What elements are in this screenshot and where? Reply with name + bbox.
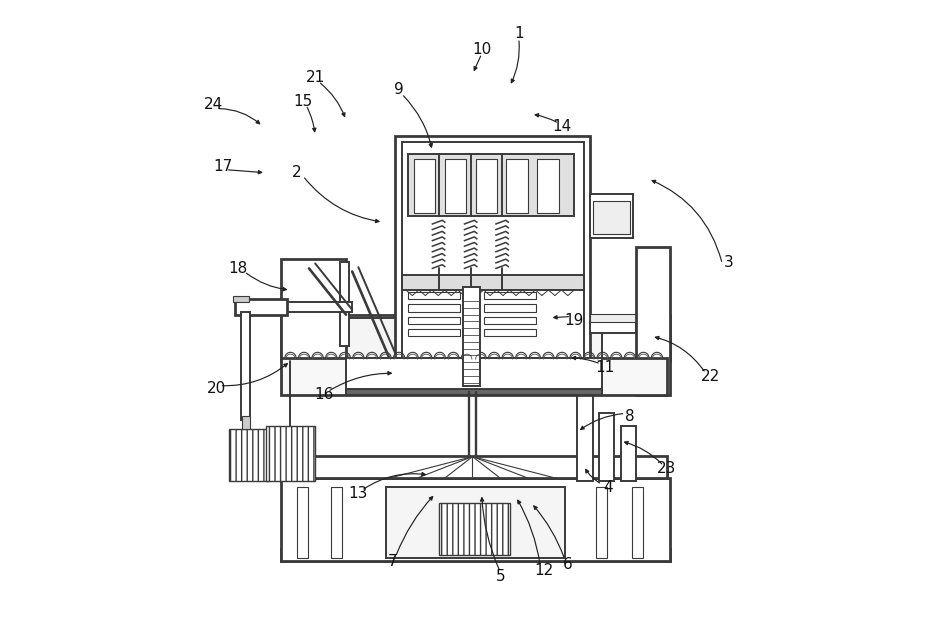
Bar: [483, 317, 535, 324]
Bar: [395, 136, 589, 392]
Bar: [281, 315, 669, 361]
Bar: [340, 262, 348, 346]
Text: 5: 5: [495, 569, 504, 584]
Bar: [346, 389, 601, 395]
Bar: [589, 314, 635, 322]
Bar: [483, 292, 535, 299]
Bar: [401, 142, 583, 386]
Bar: [589, 322, 635, 333]
Bar: [463, 287, 480, 386]
Bar: [407, 329, 460, 336]
Bar: [296, 487, 308, 558]
Bar: [228, 429, 269, 481]
Bar: [407, 154, 574, 216]
Text: 16: 16: [314, 387, 334, 402]
Bar: [265, 426, 315, 481]
Bar: [281, 358, 666, 395]
Bar: [242, 416, 250, 429]
Text: 23: 23: [656, 462, 676, 476]
Text: 4: 4: [603, 480, 613, 495]
Bar: [281, 478, 669, 561]
Bar: [346, 318, 601, 358]
Bar: [407, 317, 460, 324]
Bar: [302, 304, 346, 315]
Bar: [281, 456, 666, 478]
Text: 9: 9: [393, 82, 403, 97]
Text: 12: 12: [533, 563, 552, 578]
Bar: [309, 292, 343, 304]
Text: 17: 17: [212, 159, 232, 174]
Text: 13: 13: [348, 486, 367, 501]
Text: 10: 10: [472, 42, 491, 57]
Bar: [386, 487, 565, 558]
Text: 7: 7: [387, 554, 396, 569]
Text: 8: 8: [624, 409, 634, 424]
Bar: [413, 159, 435, 213]
Bar: [589, 194, 632, 238]
Bar: [438, 503, 509, 555]
Bar: [281, 259, 346, 361]
Bar: [445, 159, 465, 213]
Text: 18: 18: [228, 261, 247, 276]
Text: 21: 21: [305, 70, 325, 85]
Bar: [506, 159, 528, 213]
Bar: [233, 296, 248, 302]
Bar: [281, 302, 352, 312]
Text: 1: 1: [514, 27, 523, 41]
Text: 22: 22: [700, 369, 719, 384]
Bar: [475, 159, 497, 213]
Bar: [483, 329, 535, 336]
Bar: [407, 304, 460, 312]
Bar: [598, 413, 614, 481]
Text: 20: 20: [207, 381, 226, 396]
Bar: [238, 302, 284, 312]
Bar: [281, 467, 666, 478]
Bar: [635, 247, 669, 395]
Text: 11: 11: [595, 360, 615, 375]
Bar: [407, 292, 460, 299]
Bar: [235, 299, 287, 315]
Bar: [483, 304, 535, 312]
Bar: [592, 201, 629, 234]
Bar: [401, 275, 583, 290]
Bar: [537, 159, 558, 213]
Text: 19: 19: [564, 313, 583, 328]
Bar: [281, 549, 669, 561]
Bar: [620, 426, 635, 481]
Bar: [577, 395, 592, 481]
Text: 3: 3: [723, 255, 733, 270]
Text: 14: 14: [551, 119, 571, 134]
Text: 24: 24: [204, 97, 223, 112]
Bar: [631, 487, 642, 558]
Bar: [330, 487, 342, 558]
Bar: [346, 358, 601, 395]
Bar: [596, 487, 606, 558]
Text: 15: 15: [293, 94, 312, 109]
Bar: [316, 281, 343, 292]
Text: 2: 2: [292, 165, 301, 180]
Text: 6: 6: [563, 557, 572, 572]
Bar: [241, 312, 250, 420]
